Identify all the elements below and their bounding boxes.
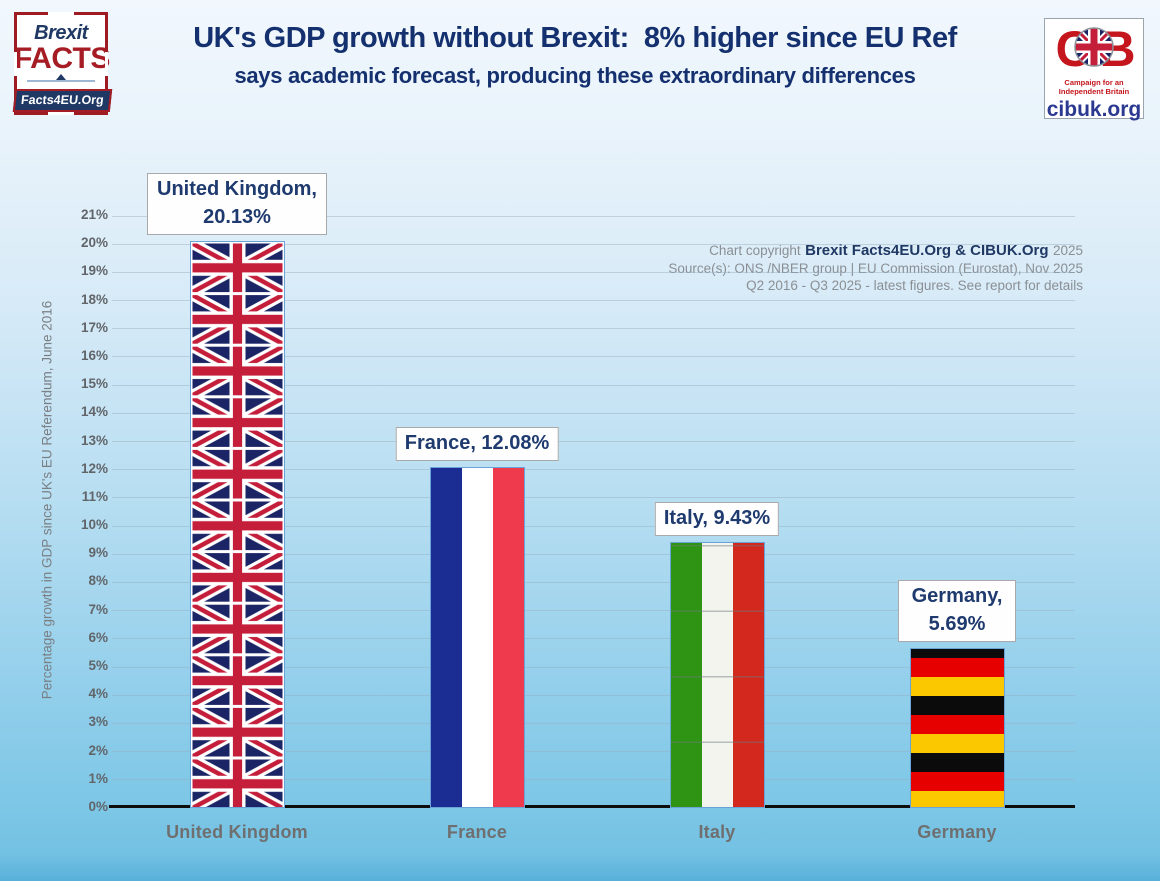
x-axis-line — [109, 805, 1075, 808]
period-line: Q2 2016 - Q3 2025 - latest figures. See … — [746, 278, 1083, 293]
gridline — [112, 610, 1075, 612]
y-tick-label: 16% — [80, 347, 108, 363]
x-axis-label-germany: Germany — [917, 822, 997, 842]
gridline — [112, 384, 1075, 386]
chart-copyright: Chart copyright Brexit Facts4EU.Org & CI… — [668, 242, 1083, 295]
gridline — [112, 666, 1075, 668]
y-tick-label: 3% — [88, 714, 108, 730]
y-tick-label: 14% — [80, 404, 108, 420]
gridline — [112, 694, 1075, 696]
chart-header: UK's GDP growth without Brexit: 8% highe… — [120, 22, 1030, 89]
gridline — [112, 328, 1075, 330]
plot-area: Chart copyright Brexit Facts4EU.Org & CI… — [109, 173, 1083, 842]
y-tick-label: 10% — [80, 517, 108, 533]
logo-brexit-text: Brexit — [34, 22, 88, 44]
x-axis-label-united-kingdom: United Kingdom — [166, 822, 308, 842]
x-axis-label-italy: Italy — [698, 822, 736, 842]
bar-label-italy: Italy, 9.43% — [654, 502, 780, 536]
gridline — [112, 553, 1075, 555]
y-axis-tick-labels: 0% 1% 2% 3% 4% 5% 6% 7% 8% 9% 10% 11% 12% 13% 14% 15% 16… — [0, 207, 108, 814]
y-tick-label: 21% — [80, 207, 108, 222]
y-tick-label: 1% — [88, 770, 108, 786]
gridline — [112, 581, 1075, 583]
x-axis-label-france: France — [446, 822, 508, 842]
y-tick-label: 0% — [88, 799, 108, 814]
gridline — [112, 412, 1075, 414]
cib-letters: CIB — [1055, 21, 1135, 77]
y-tick-label: 2% — [88, 742, 108, 758]
bar-italy — [669, 542, 765, 808]
gridline — [112, 497, 1075, 499]
y-tick-label: 8% — [88, 573, 108, 589]
gridline — [112, 215, 1075, 217]
y-tick-label: 20% — [80, 235, 108, 251]
bar-france — [429, 467, 525, 808]
chart-title: UK's GDP growth without Brexit: 8% highe… — [193, 22, 957, 54]
logo-facts-text: FACTS — [14, 42, 110, 75]
gridline — [112, 271, 1075, 273]
source-line: Source(s): ONS /NBER group | EU Commissi… — [668, 260, 1083, 276]
logo-divider — [27, 73, 95, 82]
y-tick-label: 11% — [81, 488, 108, 504]
gridline — [112, 751, 1075, 753]
bar-label-germany: Germany, 5.69% — [898, 580, 1016, 642]
union-jack-roundel-icon — [1074, 26, 1114, 74]
chart-subtitle: says academic forecast, producing these … — [234, 63, 916, 88]
y-tick-label: 12% — [80, 460, 108, 476]
gridline — [112, 525, 1075, 527]
copyright-line: Chart copyright Brexit Facts4EU.Org & CI… — [709, 242, 1083, 259]
brexit-facts-logo: Brexit FACTS Facts4EU.Org — [12, 12, 112, 115]
bar-united-kingdom — [189, 241, 285, 808]
flag-tile-seams — [670, 543, 764, 807]
bar-label-france: France, 12.08% — [395, 427, 559, 461]
gridline — [112, 779, 1075, 781]
gridline — [112, 356, 1075, 358]
logo-site-text: Facts4EU.Org — [12, 88, 112, 112]
gridline — [112, 469, 1075, 471]
cib-site-text: cibuk.org — [1046, 98, 1142, 121]
y-tick-label: 17% — [80, 319, 108, 335]
bar-label-united-kingdom: United Kingdom, 20.13% — [147, 173, 327, 235]
y-tick-label: 4% — [88, 686, 108, 702]
cib-tagline: Campaign for an Independent Britain — [1058, 78, 1130, 96]
y-tick-label: 5% — [88, 658, 108, 674]
y-tick-label: 7% — [88, 601, 108, 617]
triangle-icon — [56, 73, 66, 80]
gridline — [112, 638, 1075, 640]
gridline — [112, 300, 1075, 302]
gridline — [112, 441, 1075, 443]
gridline — [112, 243, 1075, 245]
gridline — [112, 722, 1075, 724]
y-tick-label: 18% — [80, 291, 108, 307]
y-tick-label: 6% — [88, 629, 108, 645]
y-tick-label: 13% — [80, 432, 108, 448]
y-tick-label: 19% — [80, 263, 108, 279]
y-tick-label: 9% — [88, 545, 108, 561]
cib-logo: CIB Campaign for an Independent Britain … — [1044, 18, 1144, 121]
bar-germany — [909, 648, 1005, 808]
y-tick-label: 15% — [80, 376, 108, 392]
